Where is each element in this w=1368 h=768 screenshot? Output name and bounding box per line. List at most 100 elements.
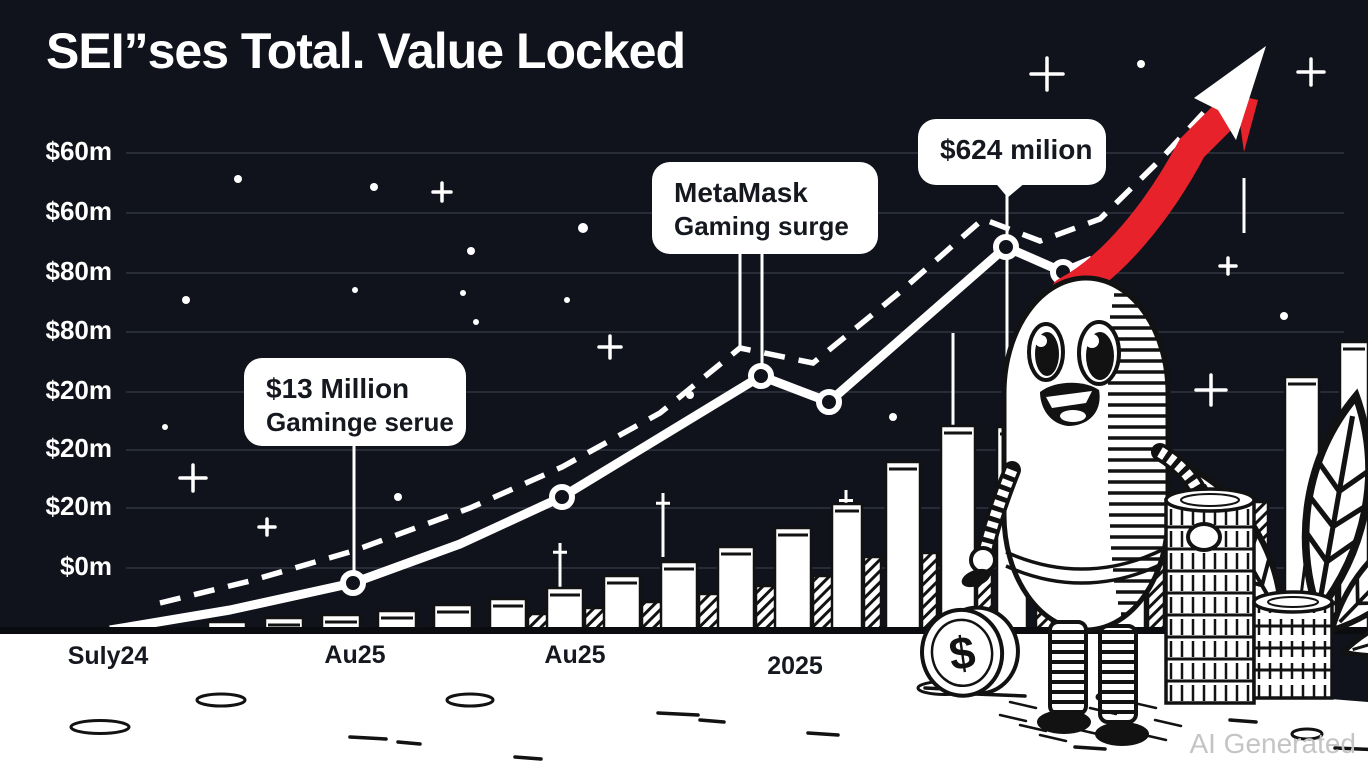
callout-value: $624 milion (940, 134, 1093, 165)
sparkle-dagger (656, 493, 670, 557)
x-axis-tick-label: Au25 (544, 641, 606, 669)
y-axis-tick-label: $20m (45, 375, 113, 405)
coin-stack-short (1252, 590, 1334, 700)
coin-stack-body (1252, 600, 1334, 700)
star-dot (352, 287, 358, 293)
robot-left-arm-stripes (980, 467, 1018, 550)
x-axis-tick-label: 2025 (767, 652, 823, 680)
solid-line (109, 242, 1094, 635)
ground-dash (656, 711, 700, 717)
hatched-bar (862, 555, 883, 634)
ground-shading-strokes (998, 700, 1183, 746)
hatched-bar (754, 584, 778, 634)
ground-dash (1333, 746, 1368, 752)
y-axis-tick-label: $0m (59, 551, 112, 581)
ground-hatch-stroke (1018, 723, 1048, 733)
ground-hatch-stroke (1008, 700, 1038, 710)
star-plus-icon (1194, 373, 1228, 407)
pebble-doodle (445, 692, 495, 708)
coin-stack-tall (1164, 487, 1256, 705)
pebble-doodle (69, 719, 131, 735)
robot-teeth (1046, 391, 1092, 408)
ground-dash (396, 740, 422, 746)
solid-bar (773, 526, 813, 634)
callout-624-million: $624 milion (918, 119, 1106, 198)
ground-hatch-stroke (1038, 733, 1068, 743)
arrowhead-icon (1194, 46, 1266, 140)
y-axis-tick-label: $80m (45, 256, 113, 286)
pebble-doodle (1290, 727, 1324, 741)
dollar-coin-inner-ring (930, 618, 994, 688)
hatched-bar (811, 574, 835, 634)
coin-stack-top (1252, 590, 1334, 614)
dashed-line (159, 80, 1235, 606)
star-dot (182, 296, 190, 304)
callout-caption: Gaming surge (674, 211, 849, 241)
dollar-coin: $ (919, 605, 1020, 698)
ground-dash (1228, 718, 1258, 724)
solid-bar (659, 560, 699, 634)
robot-right-leg (1098, 624, 1138, 724)
coin-stack-layers (1254, 624, 1332, 672)
coin-stack-top (1164, 487, 1256, 513)
star-plus-icon (1029, 56, 1065, 92)
solid-bar (830, 502, 864, 634)
y-axis-tick-label: $80m (45, 315, 113, 345)
callout-value: $13 Million (266, 373, 410, 404)
star-dot (234, 175, 242, 183)
data-point-marker (993, 234, 1019, 260)
ground-dash (348, 735, 388, 741)
solid-bar (716, 545, 756, 634)
solid-bar (602, 574, 642, 634)
robot-mascot (961, 275, 1217, 746)
star-dot (394, 493, 402, 501)
star-dot (1280, 312, 1288, 320)
x-axis-line (0, 627, 1368, 634)
ground-hatch-stroke (1058, 718, 1088, 728)
eye-highlight (1035, 335, 1047, 347)
ground-hatch-stroke (1138, 732, 1168, 742)
y-axis-tick-label: $60m (45, 136, 113, 166)
ground-hatch-stroke (998, 713, 1028, 723)
callout-13-million: $13 Million Gaminge serue (244, 358, 466, 446)
ground-dash (513, 755, 543, 761)
callout-caption: Gaminge serue (266, 407, 454, 437)
x-axis-tick-label: Au25 (324, 641, 386, 669)
robot-belt-seam (1005, 560, 1167, 585)
hatched-bar (697, 592, 721, 634)
coin-stack-top-ring (1267, 596, 1319, 608)
star-dot (467, 247, 475, 255)
star-dot (564, 297, 570, 303)
star-sparkles (162, 56, 1326, 601)
star-dot (578, 223, 588, 233)
ground-hatch-stroke (1153, 718, 1183, 728)
star-dot (162, 424, 168, 430)
star-dot (1137, 60, 1145, 68)
ground-hatch-stroke (1088, 706, 1118, 716)
dollar-coin-face (919, 607, 1005, 698)
star-plus-icon (257, 517, 277, 537)
robot-tongue (1060, 410, 1086, 422)
ai-generated-watermark: AI Generated (1189, 728, 1356, 759)
ground-hatch-stroke (1098, 736, 1128, 746)
star-plus-icon (1296, 57, 1326, 87)
solid-bar (884, 460, 922, 634)
star-dot (889, 413, 897, 421)
page-title: SEI”ses Total. Value Locked (46, 23, 686, 79)
ground-dash (698, 718, 726, 724)
ground-dash (1073, 745, 1107, 751)
star-plus-icon (1218, 256, 1238, 276)
star-plus-icon (597, 334, 623, 360)
star-dot (473, 319, 479, 325)
ground-dash (806, 731, 840, 737)
robot-left-leg (1048, 620, 1088, 716)
y-axis-tick-label: $20m (45, 491, 113, 521)
star-dot (460, 290, 466, 296)
star-plus-icon (431, 181, 453, 203)
data-point-marker (748, 363, 774, 389)
eye-highlight (1085, 334, 1099, 348)
dashed-trend-line (159, 80, 1235, 606)
y-axis-tick-label: $20m (45, 433, 113, 463)
solid-trend-line (109, 242, 1094, 635)
